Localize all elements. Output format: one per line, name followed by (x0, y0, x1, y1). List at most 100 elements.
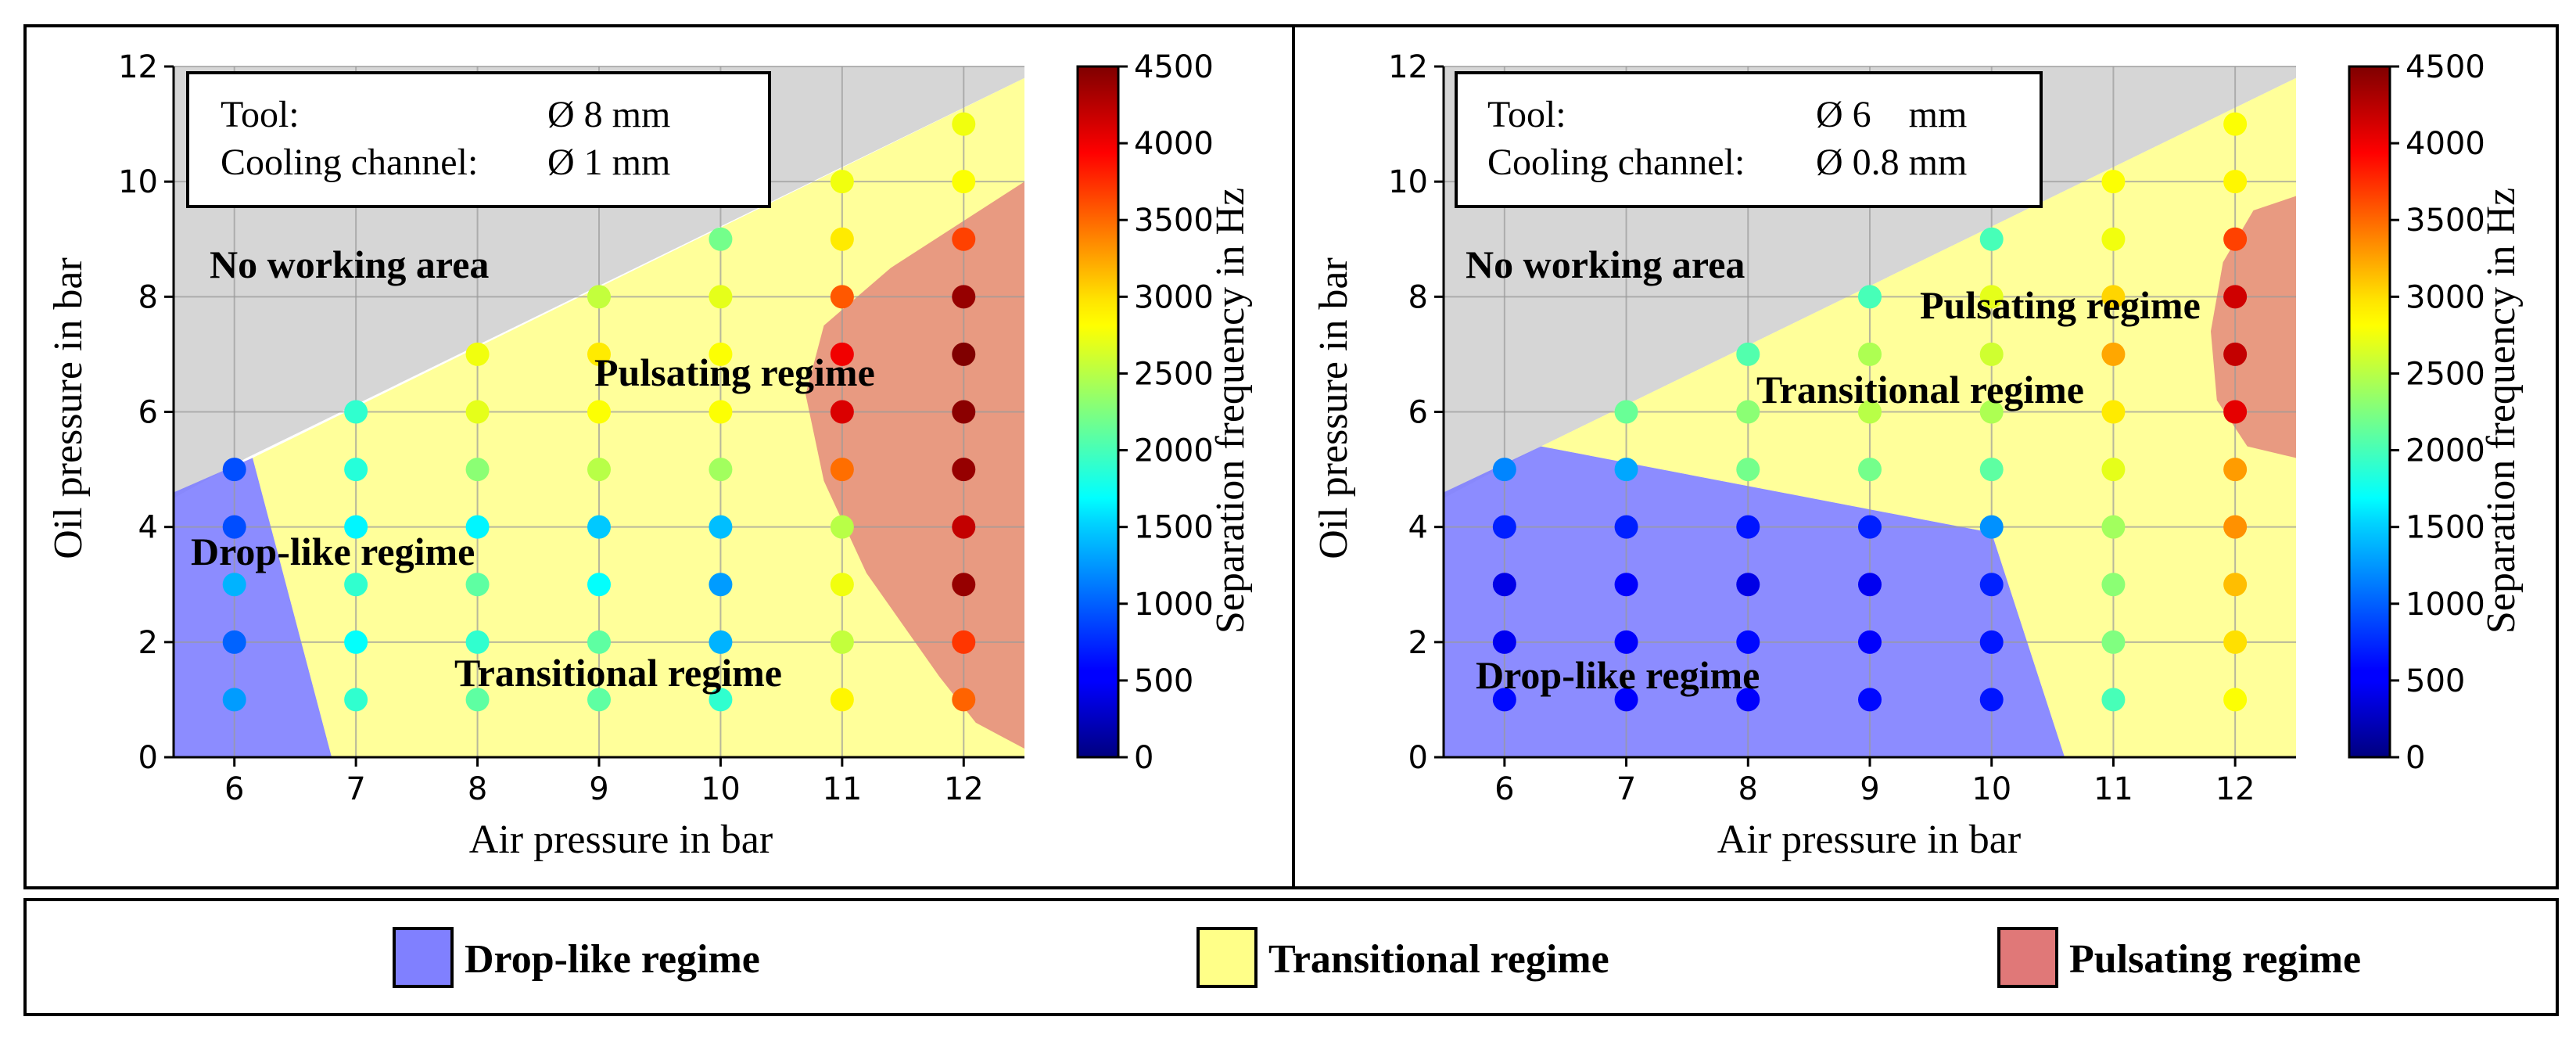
data-point (2223, 515, 2248, 539)
x-tick-label: 7 (1616, 771, 1636, 807)
data-point (2101, 573, 2126, 597)
tool-value: Ø 6 mm (1816, 94, 1967, 135)
legend-swatch-drop (393, 927, 454, 988)
y-tick-label: 4 (138, 510, 158, 546)
colorbar-tick-label: 2500 (1134, 356, 1214, 392)
data-point (1492, 458, 1516, 482)
data-point (1614, 688, 1638, 712)
data-point (2223, 227, 2248, 251)
colorbar-tick-label: 4000 (2406, 126, 2485, 162)
data-point (709, 630, 733, 654)
colorbar-tick-label: 4500 (2406, 49, 2485, 85)
data-point (1736, 630, 1760, 654)
region-pulsating (2211, 196, 2296, 458)
colorbar-gradient (2348, 65, 2391, 759)
data-point (952, 573, 976, 597)
info-box-frame (1455, 71, 2043, 208)
y-tick-label: 6 (138, 395, 158, 431)
data-point (830, 400, 854, 424)
y-tick-label: 12 (1388, 49, 1428, 85)
data-point (1858, 458, 1882, 482)
panel-left: 6 7 8 9 10 11 12 0 2 4 6 8 10 12 No working area Puls… (46, 49, 1253, 862)
region-labels-right: No working area Pulsating regime Transit… (1466, 242, 2201, 697)
label-no-working-area: No working area (1466, 242, 1745, 286)
data-point (2223, 630, 2248, 654)
data-point (222, 688, 246, 712)
data-point (2101, 170, 2126, 194)
data-point (587, 285, 611, 309)
data-point (2101, 400, 2126, 424)
data-point (952, 227, 976, 251)
legend-label-drop: Drop-like regime (465, 937, 760, 982)
data-point (2223, 400, 2248, 424)
y-tick-label: 6 (1408, 395, 1428, 431)
plots-frame (23, 24, 2559, 889)
x-tick-label: 6 (1494, 771, 1514, 807)
info-box-left: Tool: Ø 8 mm Cooling channel: Ø 1 mm (186, 71, 771, 208)
data-point (709, 285, 733, 309)
data-point (830, 342, 854, 366)
data-point (952, 400, 976, 424)
colorbar-tick-label: 1500 (1134, 510, 1214, 546)
region-drop (1444, 446, 2065, 757)
data-point (1979, 342, 2004, 366)
tool-value: Ø 8 mm (547, 94, 670, 135)
colorbar-tick-label: 3500 (2406, 203, 2485, 239)
data-point (952, 170, 976, 194)
y-tick-label: 0 (138, 740, 158, 776)
data-point (2223, 458, 2248, 482)
data-point (344, 400, 368, 424)
data-point (587, 630, 611, 654)
data-point (1858, 630, 1882, 654)
data-point (2101, 630, 2126, 654)
colorbar-tick-label: 2000 (2406, 433, 2485, 469)
colorbar-label: Separation frequency in Hz (1208, 188, 1253, 634)
data-point (709, 400, 733, 424)
data-point (1614, 573, 1638, 597)
colorbar-label: Separation frequency in Hz (2479, 188, 2524, 634)
cooling-channel-value: Ø 1 mm (547, 142, 670, 183)
y-tick-label: 10 (118, 164, 158, 200)
x-tick-label: 10 (701, 771, 741, 807)
data-point (2223, 688, 2248, 712)
data-point (1979, 573, 2004, 597)
data-point (1492, 573, 1516, 597)
panel-right: 6 7 8 9 10 11 12 0 2 4 6 8 10 12 No working area Puls… (1311, 49, 2524, 862)
label-transitional-regime: Transitional regime (1756, 368, 2084, 411)
data-point (709, 227, 733, 251)
data-point (1979, 630, 2004, 654)
axes-right: 6 7 8 9 10 11 12 0 2 4 6 8 10 12 (1388, 49, 2296, 807)
data-point (1858, 400, 1882, 424)
colorbar-tick-label: 4500 (1134, 49, 1214, 85)
y-tick-label: 8 (138, 279, 158, 315)
data-point (830, 285, 854, 309)
colorbar-tick-label: 0 (2406, 740, 2425, 776)
axes-left: 6 7 8 9 10 11 12 0 2 4 6 8 10 12 (118, 49, 1024, 807)
data-point (2223, 112, 2248, 136)
region-drop (174, 458, 332, 757)
points-left (222, 112, 976, 712)
data-point (344, 515, 368, 539)
label-no-working-area: No working area (210, 242, 489, 286)
data-point (709, 515, 733, 539)
data-point (1979, 400, 2004, 424)
data-point (952, 688, 976, 712)
data-point (222, 573, 246, 597)
data-point (222, 458, 246, 482)
data-point (2223, 285, 2248, 309)
data-point (344, 688, 368, 712)
data-point (1736, 400, 1760, 424)
data-point (709, 342, 733, 366)
data-point (952, 285, 976, 309)
colorbar-left: 0 500 1000 1500 2000 2500 3000 3500 4000 4500 (1076, 49, 1214, 776)
data-point (830, 688, 854, 712)
tool-label: Tool: (221, 94, 300, 135)
data-point (587, 515, 611, 539)
data-point (587, 400, 611, 424)
y-tick-label: 10 (1388, 164, 1428, 200)
x-axis-label: Air pressure in bar (469, 817, 773, 862)
data-point (1858, 573, 1882, 597)
y-tick-label: 12 (118, 49, 158, 85)
colorbar-tick-label: 1500 (2406, 510, 2485, 546)
legend-label-transitional: Transitional regime (1268, 937, 1609, 982)
